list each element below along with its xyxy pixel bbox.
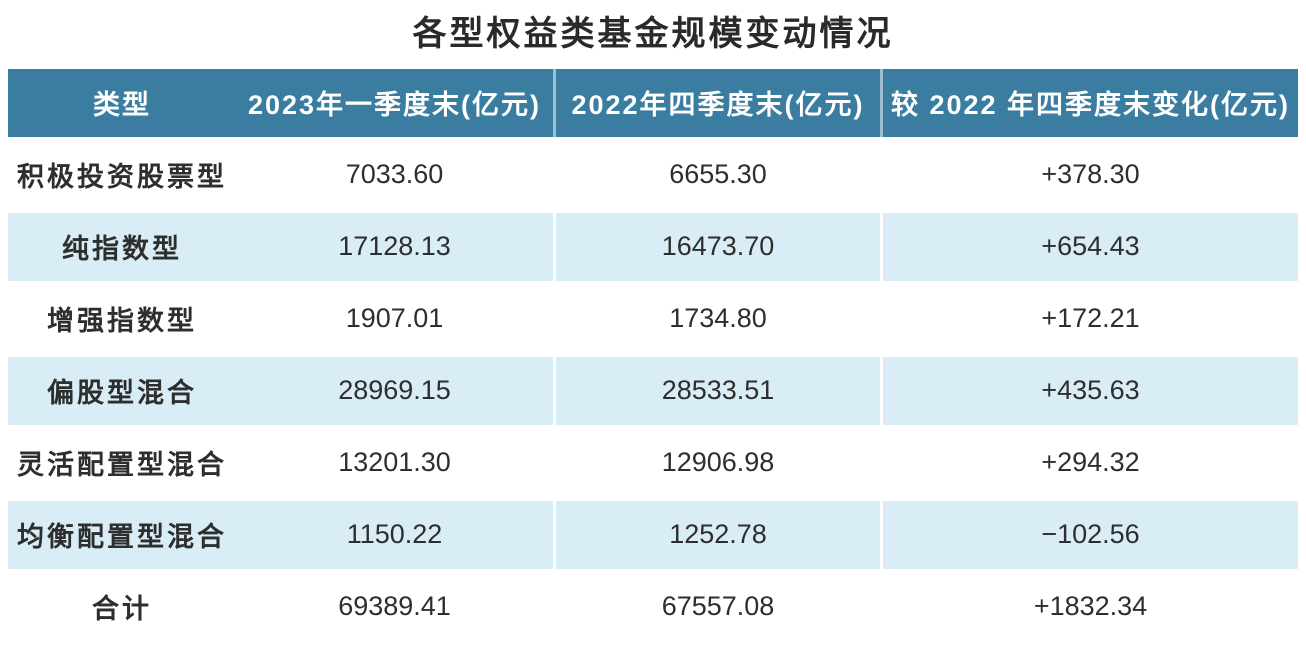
q1-2023-cell: 69389.41 (338, 591, 451, 621)
q1-2023-cell: 28969.15 (338, 375, 451, 405)
table-row: 积极投资股票型 7033.60 6655.30 +378.30 (8, 140, 1298, 209)
change-cell: +294.32 (880, 428, 1298, 497)
q4-2022-cell: 12906.98 (553, 428, 880, 497)
type-cell: 偏股型混合 (47, 378, 197, 408)
header-change: 较 2022 年四季度末变化(亿元) (880, 68, 1298, 137)
header-row: 类型 2023年一季度末(亿元) 2022年四季度末(亿元) 较 2022 年四… (8, 68, 1298, 137)
change-cell: +435.63 (880, 356, 1298, 425)
q1-2023-cell: 17128.13 (338, 231, 451, 261)
table-row: 偏股型混合 28969.15 28533.51 +435.63 (8, 356, 1298, 425)
change-cell: +1832.34 (880, 572, 1298, 641)
q4-2022-cell: 1252.78 (553, 500, 880, 569)
table-row: 增强指数型 1907.01 1734.80 +172.21 (8, 284, 1298, 353)
q4-2022-cell: 1734.80 (553, 284, 880, 353)
figure-title: 各型权益类基金规模变动情况 (412, 15, 894, 53)
q1-2023-cell: 7033.60 (345, 159, 444, 189)
table-row: 均衡配置型混合 1150.22 1252.78 −102.56 (8, 500, 1298, 569)
q4-2022-cell: 16473.70 (553, 212, 880, 281)
table-row: 纯指数型 17128.13 16473.70 +654.43 (8, 212, 1298, 281)
change-cell: −102.56 (880, 500, 1298, 569)
type-cell: 纯指数型 (62, 234, 182, 264)
type-cell: 增强指数型 (47, 306, 197, 336)
header-q4-2022: 2022年四季度末(亿元) (553, 68, 880, 137)
change-cell: +378.30 (880, 140, 1298, 209)
type-cell: 积极投资股票型 (17, 162, 227, 192)
q4-2022-cell: 28533.51 (553, 356, 880, 425)
q1-2023-cell: 13201.30 (338, 447, 451, 477)
change-cell: +654.43 (880, 212, 1298, 281)
table-body: 积极投资股票型 7033.60 6655.30 +378.30 纯指数型 17128.13… (8, 140, 1298, 641)
table-row: 合计 69389.41 67557.08 +1832.34 (8, 572, 1298, 641)
fund-scale-table: 类型 2023年一季度末(亿元) 2022年四季度末(亿元) 较 2022 年四… (8, 65, 1298, 645)
q1-2023-cell: 1907.01 (345, 303, 444, 333)
header-type: 类型 (8, 68, 236, 137)
fund-scale-figure: 各型权益类基金规模变动情况 类型 2023年一季度末(亿元) 2022年四季度末… (0, 13, 1306, 645)
table-row: 灵活配置型混合 13201.30 12906.98 +294.32 (8, 428, 1298, 497)
type-cell: 合计 (92, 594, 152, 624)
q4-2022-cell: 6655.30 (553, 140, 880, 209)
type-cell: 灵活配置型混合 (17, 450, 227, 480)
change-cell: +172.21 (880, 284, 1298, 353)
q4-2022-cell: 67557.08 (553, 572, 880, 641)
q1-2023-cell: 1150.22 (346, 519, 443, 549)
type-cell: 均衡配置型混合 (17, 522, 227, 552)
table-header: 类型 2023年一季度末(亿元) 2022年四季度末(亿元) 较 2022 年四… (8, 68, 1298, 137)
header-q1-2023: 2023年一季度末(亿元) (236, 68, 553, 137)
